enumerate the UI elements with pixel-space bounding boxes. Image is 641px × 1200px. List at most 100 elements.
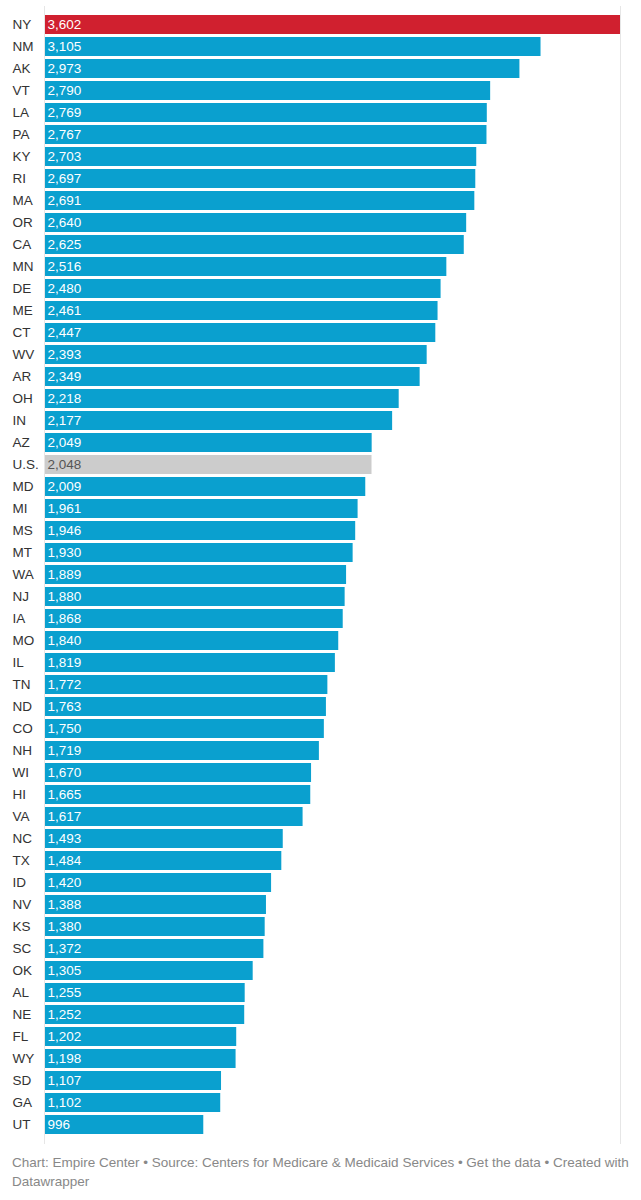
- svg-text:NJ: NJ: [13, 589, 30, 604]
- svg-text:TX: TX: [13, 853, 30, 868]
- svg-text:1,388: 1,388: [48, 897, 82, 912]
- svg-text:1,930: 1,930: [48, 545, 82, 560]
- svg-text:1,819: 1,819: [48, 655, 82, 670]
- svg-text:2,393: 2,393: [48, 347, 82, 362]
- svg-text:VA: VA: [13, 809, 30, 824]
- svg-text:1,198: 1,198: [48, 1051, 82, 1066]
- svg-text:1,961: 1,961: [48, 501, 82, 516]
- svg-text:CT: CT: [13, 325, 31, 340]
- svg-text:IL: IL: [13, 655, 25, 670]
- svg-text:2,516: 2,516: [48, 259, 82, 274]
- svg-text:1,255: 1,255: [48, 985, 82, 1000]
- svg-text:2,009: 2,009: [48, 479, 82, 494]
- svg-text:996: 996: [48, 1117, 71, 1132]
- svg-text:3,602: 3,602: [48, 17, 82, 32]
- svg-text:2,697: 2,697: [48, 171, 82, 186]
- svg-text:CA: CA: [13, 237, 32, 252]
- svg-text:AK: AK: [13, 61, 31, 76]
- svg-text:1,763: 1,763: [48, 699, 82, 714]
- svg-text:MS: MS: [13, 523, 33, 538]
- svg-text:1,493: 1,493: [48, 831, 82, 846]
- svg-text:SC: SC: [13, 941, 32, 956]
- svg-text:OH: OH: [13, 391, 33, 406]
- svg-text:2,177: 2,177: [48, 413, 82, 428]
- svg-text:1,380: 1,380: [48, 919, 82, 934]
- svg-text:2,973: 2,973: [48, 61, 82, 76]
- svg-text:MN: MN: [13, 259, 34, 274]
- svg-text:1,750: 1,750: [48, 721, 82, 736]
- svg-text:WY: WY: [13, 1051, 35, 1066]
- svg-text:SD: SD: [13, 1073, 32, 1088]
- svg-text:NM: NM: [13, 39, 34, 54]
- svg-text:DE: DE: [13, 281, 32, 296]
- svg-text:1,252: 1,252: [48, 1007, 82, 1022]
- svg-text:1,617: 1,617: [48, 809, 82, 824]
- svg-text:1,102: 1,102: [48, 1095, 82, 1110]
- svg-text:UT: UT: [13, 1117, 31, 1132]
- svg-text:NC: NC: [13, 831, 33, 846]
- svg-text:2,349: 2,349: [48, 369, 82, 384]
- svg-text:LA: LA: [13, 105, 30, 120]
- svg-text:1,868: 1,868: [48, 611, 82, 626]
- svg-text:2,480: 2,480: [48, 281, 82, 296]
- svg-text:AZ: AZ: [13, 435, 30, 450]
- svg-text:2,049: 2,049: [48, 435, 82, 450]
- svg-text:GA: GA: [13, 1095, 33, 1110]
- svg-text:VT: VT: [13, 83, 30, 98]
- svg-text:NV: NV: [13, 897, 32, 912]
- svg-text:1,772: 1,772: [48, 677, 82, 692]
- svg-text:NY: NY: [13, 17, 32, 32]
- svg-text:OR: OR: [13, 215, 34, 230]
- svg-text:2,769: 2,769: [48, 105, 82, 120]
- svg-text:1,840: 1,840: [48, 633, 82, 648]
- svg-text:WA: WA: [13, 567, 34, 582]
- svg-text:WI: WI: [13, 765, 30, 780]
- svg-text:3,105: 3,105: [48, 39, 82, 54]
- svg-text:1,719: 1,719: [48, 743, 82, 758]
- svg-text:CO: CO: [13, 721, 33, 736]
- svg-text:2,048: 2,048: [48, 457, 82, 472]
- svg-text:MO: MO: [13, 633, 35, 648]
- svg-text:2,461: 2,461: [48, 303, 82, 318]
- svg-text:KS: KS: [13, 919, 31, 934]
- svg-text:2,767: 2,767: [48, 127, 82, 142]
- svg-text:1,202: 1,202: [48, 1029, 82, 1044]
- svg-text:KY: KY: [13, 149, 31, 164]
- svg-text:ND: ND: [13, 699, 33, 714]
- svg-text:RI: RI: [13, 171, 27, 186]
- svg-text:OK: OK: [13, 963, 33, 978]
- svg-text:HI: HI: [13, 787, 27, 802]
- svg-text:2,703: 2,703: [48, 149, 82, 164]
- svg-text:2,625: 2,625: [48, 237, 82, 252]
- svg-text:NH: NH: [13, 743, 33, 758]
- svg-text:TN: TN: [13, 677, 31, 692]
- svg-text:MI: MI: [13, 501, 28, 516]
- svg-text:MD: MD: [13, 479, 34, 494]
- svg-text:1,372: 1,372: [48, 941, 82, 956]
- svg-text:1,420: 1,420: [48, 875, 82, 890]
- svg-text:NE: NE: [13, 1007, 32, 1022]
- svg-text:1,484: 1,484: [48, 853, 82, 868]
- svg-text:1,889: 1,889: [48, 567, 82, 582]
- svg-text:2,691: 2,691: [48, 193, 82, 208]
- svg-text:MT: MT: [13, 545, 33, 560]
- svg-text:2,218: 2,218: [48, 391, 82, 406]
- svg-text:AL: AL: [13, 985, 30, 1000]
- svg-text:1,305: 1,305: [48, 963, 82, 978]
- svg-text:WV: WV: [13, 347, 35, 362]
- svg-text:1,670: 1,670: [48, 765, 82, 780]
- svg-text:2,447: 2,447: [48, 325, 82, 340]
- svg-text:1,880: 1,880: [48, 589, 82, 604]
- svg-text:FL: FL: [13, 1029, 29, 1044]
- svg-text:MA: MA: [13, 193, 33, 208]
- svg-text:2,640: 2,640: [48, 215, 82, 230]
- svg-text:IN: IN: [13, 413, 27, 428]
- svg-text:IA: IA: [13, 611, 26, 626]
- svg-text:ID: ID: [13, 875, 27, 890]
- svg-text:1,665: 1,665: [48, 787, 82, 802]
- svg-text:AR: AR: [13, 369, 32, 384]
- svg-text:1,107: 1,107: [48, 1073, 82, 1088]
- svg-text:1,946: 1,946: [48, 523, 82, 538]
- svg-text:ME: ME: [13, 303, 33, 318]
- svg-text:PA: PA: [13, 127, 30, 142]
